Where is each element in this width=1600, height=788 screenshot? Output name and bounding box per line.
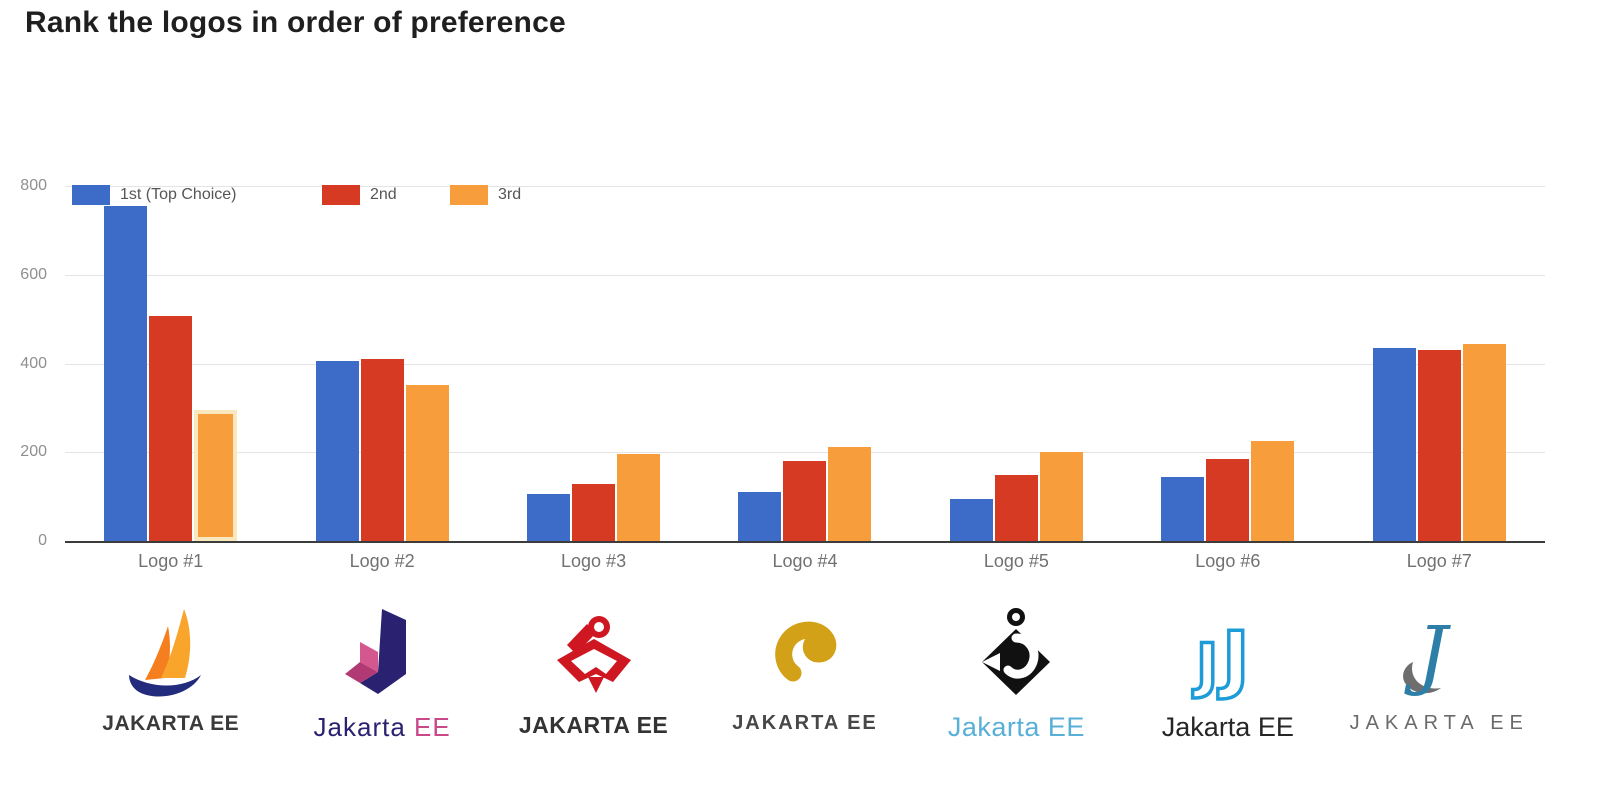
- bar-logo7-rank3: [1462, 344, 1506, 541]
- bar-group-2: [276, 186, 487, 541]
- double-j-outline-icon: J J: [1190, 614, 1251, 704]
- bar-logo4-rank3: [828, 446, 872, 541]
- legend-item-1: 1st (Top Choice): [72, 185, 237, 205]
- y-tick-600: 600: [20, 265, 47, 283]
- logo-7-script-j: J JAKARTA EE: [1334, 604, 1545, 743]
- gridline-600: [65, 274, 1545, 276]
- y-tick-800: 800: [20, 177, 47, 194]
- gridline-200: [65, 452, 1545, 454]
- x-tick-7: Logo #7: [1406, 551, 1472, 571]
- legend-item-2: 2nd: [322, 185, 397, 205]
- gridline-400: [65, 363, 1545, 365]
- x-tick-2: Logo #2: [349, 551, 415, 571]
- logo-2-wordmark: Jakarta EE: [313, 712, 451, 742]
- logo-7-wordmark: JAKARTA EE: [1349, 712, 1529, 734]
- bar-group-4: [699, 186, 910, 541]
- x-tick-3: Logo #3: [561, 551, 627, 571]
- red-sextant-icon: [556, 616, 631, 693]
- bar-logo3-rank1: [527, 494, 571, 541]
- sailboat-icon: [128, 609, 201, 697]
- svg-text:J: J: [1217, 616, 1250, 702]
- bar-logo1-rank2: [149, 315, 193, 541]
- legend-label-3: 3rd: [498, 186, 522, 203]
- y-tick-200: 200: [20, 443, 47, 461]
- logo-4-gold-comma-j: JAKARTA EE: [699, 604, 910, 743]
- logo-6-double-j: J J Jakarta EE: [1122, 604, 1333, 743]
- logo-6-wordmark: Jakarta EE: [1161, 712, 1294, 742]
- legend-swatch-1: [72, 185, 110, 205]
- bar-logo2-rank1: [315, 361, 359, 541]
- bar-group-5: [911, 186, 1122, 541]
- bar-logo7-rank2: [1417, 350, 1461, 541]
- anchor-diamond-icon: [982, 608, 1051, 695]
- logo-3-red-sextant: JAKARTA EE: [488, 604, 699, 743]
- bar-logo2-rank3: [405, 384, 449, 541]
- logo-1-wordmark: JAKARTA EE: [102, 712, 240, 735]
- legend-label-2: 2nd: [370, 186, 397, 203]
- bar-logo7-rank1: [1372, 347, 1416, 541]
- logo-3-wordmark: JAKARTA EE: [518, 712, 669, 738]
- bar-logo6-rank2: [1206, 458, 1250, 541]
- bar-logo5-rank2: [994, 475, 1038, 541]
- bar-logo2-rank2: [360, 359, 404, 541]
- bar-logo3-rank3: [617, 454, 661, 541]
- legend-item-3: 3rd: [450, 185, 521, 205]
- logo-candidates-row: JAKARTA EE Jakarta EE JAKARTA EE JAKARTA…: [65, 604, 1545, 743]
- bar-logo1-rank1: [104, 205, 148, 541]
- x-tick-1: Logo #1: [138, 551, 204, 571]
- legend-label-1: 1st (Top Choice): [120, 186, 237, 203]
- legend-swatch-3: [450, 185, 488, 205]
- logo-5-anchor-diamond: Jakarta EE: [911, 604, 1122, 743]
- logo-4-wordmark: JAKARTA EE: [732, 712, 878, 734]
- bar-logo4-rank2: [783, 461, 827, 541]
- gridline-800: [65, 186, 1545, 187]
- bar-groups: [65, 186, 1545, 541]
- logo-1-sailboat: JAKARTA EE: [65, 604, 276, 743]
- plot-area: 1st (Top Choice) 2nd 3rd: [65, 185, 1545, 543]
- logo-5-wordmark: Jakarta EE: [947, 712, 1085, 742]
- x-tick-6: Logo #6: [1195, 551, 1261, 571]
- bar-logo6-rank1: [1161, 476, 1205, 541]
- page-title: Rank the logos in order of preference: [25, 6, 566, 39]
- gold-comma-j-icon: [775, 621, 837, 682]
- x-tick-5: Logo #5: [983, 551, 1049, 571]
- bar-group-7: [1334, 186, 1545, 541]
- x-tick-4: Logo #4: [772, 551, 838, 571]
- legend-swatch-2: [322, 185, 360, 205]
- angular-j-icon: [345, 609, 407, 694]
- y-tick-400: 400: [20, 354, 47, 372]
- bar-logo5-rank3: [1039, 452, 1083, 541]
- bar-logo5-rank1: [949, 498, 993, 541]
- bar-logo4-rank1: [738, 492, 782, 541]
- y-tick-0: 0: [38, 532, 47, 549]
- logo-2-angular-j: Jakarta EE: [276, 604, 487, 743]
- bar-group-6: [1122, 186, 1333, 541]
- bar-logo3-rank2: [572, 484, 616, 541]
- svg-text:J: J: [1192, 631, 1218, 701]
- bar-logo1-rank3: [194, 410, 238, 541]
- x-axis-labels: Logo #1 Logo #2 Logo #3 Logo #4 Logo #5 Logo …: [65, 551, 1545, 572]
- y-axis-labels: 0 200 400 600 800: [0, 177, 55, 549]
- bar-group-3: [488, 186, 699, 541]
- bar-logo6-rank3: [1251, 441, 1295, 541]
- bar-group-1: [65, 186, 276, 541]
- script-j-swoosh-icon: J: [1403, 609, 1451, 698]
